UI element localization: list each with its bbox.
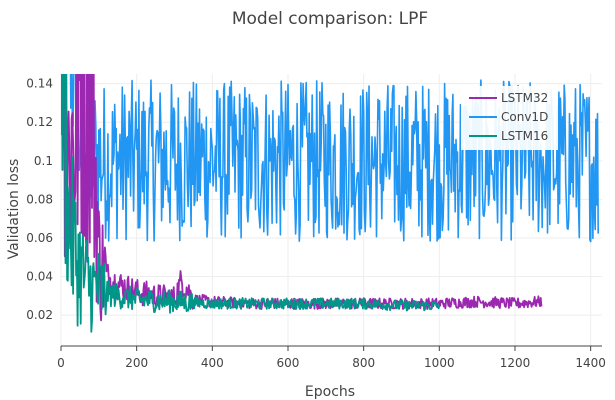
y-tick-label: 0.08	[26, 192, 53, 206]
chart-title: Model comparison: LPF	[232, 9, 428, 29]
x-tick-label: 200	[125, 356, 148, 370]
x-tick-label: 1000	[424, 356, 455, 370]
x-tick-label: 600	[277, 356, 300, 370]
y-tick-label: 0.12	[26, 115, 53, 129]
legend-label-lstm32: LSTM32	[501, 91, 548, 105]
legend-label-conv1d: Conv1D	[501, 110, 548, 124]
y-axis-label: Validation loss	[6, 159, 22, 260]
x-tick-label: 800	[352, 356, 375, 370]
x-axis-label: Epochs	[305, 384, 355, 400]
legend-label-lstm16: LSTM16	[501, 129, 548, 143]
y-tick-label: 0.04	[26, 270, 53, 284]
y-axis-ticks: 0.02 0.04 0.06 0.08 0.1 0.12 0.14	[26, 77, 53, 322]
x-tick-label: 1400	[575, 356, 606, 370]
x-tick-label: 400	[201, 356, 224, 370]
series-layer	[61, 74, 599, 333]
series-line-lstm16	[61, 74, 441, 333]
y-tick-label: 0.1	[34, 154, 53, 168]
x-tick-label: 0	[57, 356, 65, 370]
y-tick-label: 0.06	[26, 231, 53, 245]
legend: LSTM32 Conv1D LSTM16	[461, 86, 558, 150]
y-tick-label: 0.02	[26, 308, 53, 322]
x-tick-label: 1200	[500, 356, 531, 370]
x-axis-ticks: 0 200 400 600 800 1000 1200 1400	[57, 346, 606, 370]
y-tick-label: 0.14	[26, 77, 53, 91]
